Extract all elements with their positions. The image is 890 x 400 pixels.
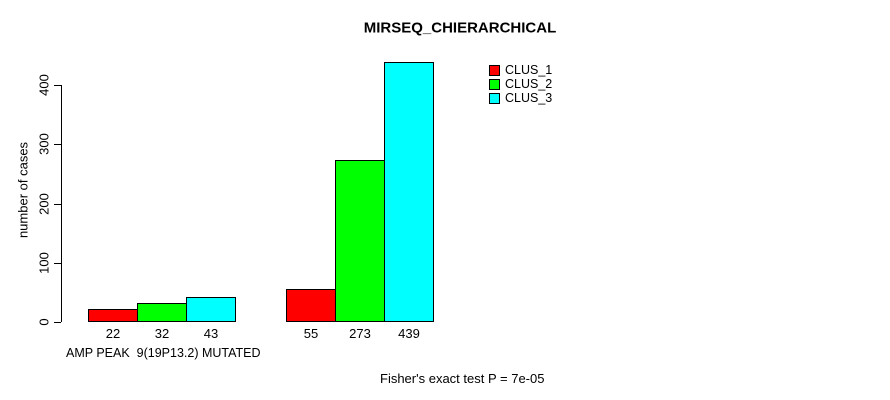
bar-clus_3-group1 — [186, 297, 236, 322]
y-axis-line — [61, 85, 62, 322]
y-tick-label: 100 — [36, 251, 52, 274]
y-tick — [54, 85, 61, 86]
bar-value-label: 273 — [349, 326, 371, 341]
y-tick — [54, 144, 61, 146]
fisher-test-footnote: Fisher's exact test P = 7e-05 — [380, 371, 545, 386]
bar-clus_3-group2 — [384, 62, 434, 322]
bar-value-label: 55 — [303, 326, 319, 341]
y-tick-label: 400 — [36, 74, 52, 96]
legend-color-swatch — [489, 64, 500, 76]
chart-title: MIRSEQ_CHIERARCHICAL — [363, 19, 557, 37]
legend-label: CLUS_3 — [505, 91, 553, 105]
legend-label: CLUS_1 — [505, 63, 553, 77]
y-tick — [54, 322, 61, 323]
bar-value-label: 22 — [105, 326, 121, 341]
bar-clus_2-group2 — [335, 160, 385, 322]
x-axis-group-label: AMP PEAK 9(19P13.2) MUTATED — [66, 346, 261, 360]
y-tick — [54, 262, 61, 264]
y-tick-label: 300 — [36, 133, 52, 156]
y-axis-title: number of cases — [15, 141, 31, 239]
bar-value-label: 32 — [154, 326, 170, 341]
bar-clus_1-group2 — [286, 289, 336, 322]
bar-value-label: 439 — [398, 326, 420, 341]
legend-item-clus_2: CLUS_2 — [489, 77, 552, 91]
legend: CLUS_1 CLUS_2 CLUS_3 — [489, 63, 552, 105]
legend-label: CLUS_2 — [505, 77, 553, 91]
y-tick-label: 200 — [36, 192, 52, 215]
y-tick — [54, 203, 61, 205]
bar-clus_2-group1 — [137, 303, 187, 322]
y-tick-label: 0 — [36, 318, 52, 326]
bar-value-label: 43 — [203, 326, 219, 341]
legend-item-clus_1: CLUS_1 — [489, 63, 552, 77]
legend-color-swatch — [489, 78, 500, 90]
legend-item-clus_3: CLUS_3 — [489, 91, 552, 105]
bar-clus_1-group1 — [88, 309, 138, 322]
legend-color-swatch — [489, 92, 500, 104]
